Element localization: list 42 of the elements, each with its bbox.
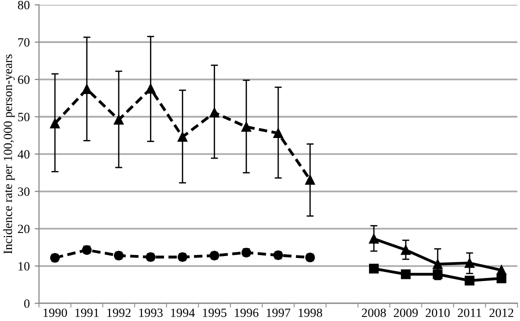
- point: [210, 108, 220, 118]
- point: [369, 234, 379, 244]
- x-tick-label: 1992: [107, 308, 131, 318]
- x-tick-label: 1995: [203, 308, 226, 318]
- point: [400, 269, 411, 280]
- y-tick-label: 60: [18, 75, 30, 84]
- point: [273, 128, 284, 138]
- point: [82, 84, 92, 94]
- x-tick-label: 2010: [426, 308, 450, 318]
- x-tick-label: 1990: [44, 308, 67, 318]
- x-tick-label: 1994: [171, 308, 195, 318]
- point: [305, 174, 315, 185]
- point: [369, 264, 379, 274]
- point: [178, 132, 188, 142]
- x-tick-label: 1991: [75, 308, 99, 318]
- y-tick-label: 80: [18, 0, 30, 10]
- point: [496, 273, 506, 284]
- point: [464, 258, 474, 268]
- x-tick-label: 1997: [266, 308, 290, 318]
- x-tick-label: 1996: [234, 308, 258, 318]
- x-tick-label: 2011: [458, 308, 482, 318]
- y-tick-label: 30: [18, 187, 30, 196]
- point: [241, 122, 252, 132]
- y-tick-label: 10: [18, 262, 30, 270]
- point: [146, 84, 156, 94]
- x-tick-label: 1993: [139, 308, 163, 318]
- y-tick-label: 40: [18, 150, 30, 159]
- x-tick-label: 2012: [490, 308, 514, 318]
- y-tick-label: 20: [18, 224, 30, 234]
- x-tick-label: 2008: [362, 308, 386, 318]
- point: [114, 114, 124, 125]
- point: [400, 245, 411, 255]
- point: [50, 118, 60, 128]
- point: [464, 276, 474, 286]
- y-tick-label: 0: [24, 299, 30, 308]
- y-tick-label: 50: [18, 112, 30, 122]
- y-tick-label: 70: [18, 38, 30, 47]
- x-tick-label: 2009: [394, 308, 418, 318]
- point: [432, 259, 443, 270]
- point: [178, 252, 188, 262]
- x-tick-label: 1998: [298, 308, 322, 318]
- y-axis-title: Incidence rate per 100,000 person-years: [3, 54, 15, 254]
